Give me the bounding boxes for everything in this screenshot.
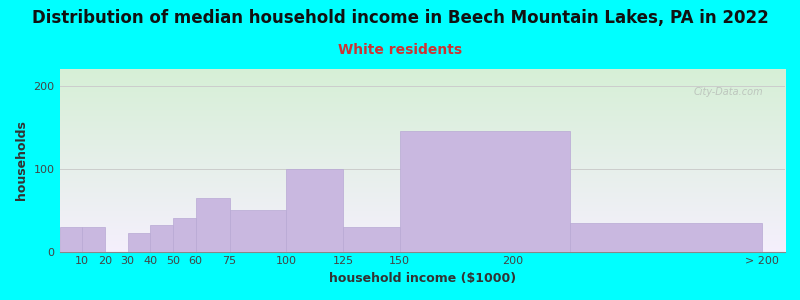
- Bar: [127, 233, 150, 252]
- Bar: [570, 223, 762, 252]
- Bar: [173, 218, 195, 252]
- Bar: [286, 169, 343, 252]
- Text: Distribution of median household income in Beech Mountain Lakes, PA in 2022: Distribution of median household income …: [32, 9, 768, 27]
- Bar: [195, 198, 230, 252]
- Bar: [150, 225, 173, 252]
- Bar: [230, 210, 286, 252]
- Bar: [400, 131, 570, 252]
- Text: White residents: White residents: [338, 44, 462, 58]
- Bar: [343, 227, 400, 252]
- Text: City-Data.com: City-Data.com: [694, 87, 763, 97]
- Y-axis label: households: households: [15, 120, 28, 200]
- X-axis label: household income ($1000): household income ($1000): [329, 272, 516, 285]
- Bar: [82, 227, 105, 252]
- Bar: [59, 227, 82, 252]
